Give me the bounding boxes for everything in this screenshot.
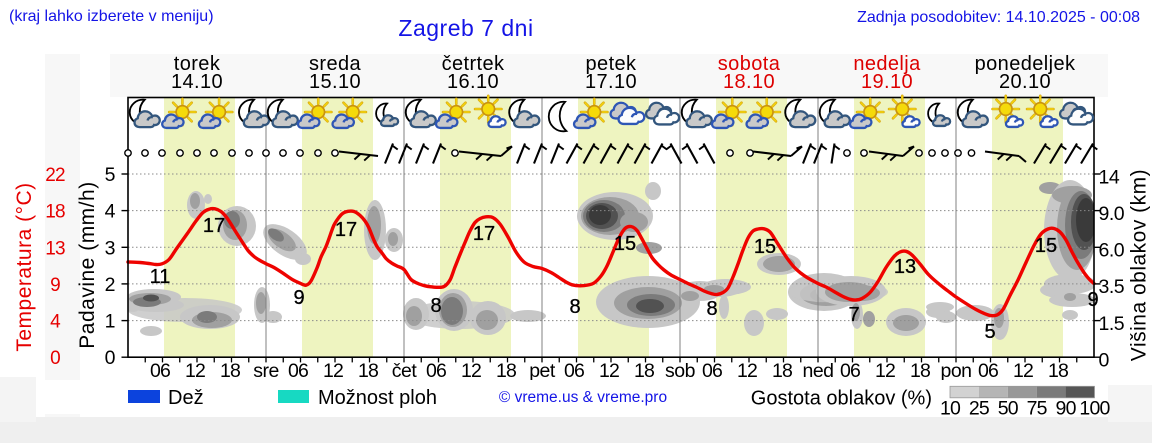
svg-text:sre: sre <box>253 360 279 382</box>
svg-text:11: 11 <box>150 266 171 288</box>
svg-text:12: 12 <box>461 360 481 382</box>
svg-text:12: 12 <box>737 360 757 382</box>
svg-text:3: 3 <box>105 237 116 259</box>
svg-text:16.10: 16.10 <box>447 71 499 93</box>
svg-text:18: 18 <box>358 360 378 382</box>
svg-text:06: 06 <box>840 360 860 382</box>
svg-text:Temperatura (°C): Temperatura (°C) <box>13 182 36 351</box>
svg-text:18: 18 <box>220 360 240 382</box>
svg-text:5: 5 <box>105 164 116 186</box>
svg-text:12: 12 <box>1013 360 1033 382</box>
svg-text:Zagreb 7 dni: Zagreb 7 dni <box>398 15 533 41</box>
svg-text:06: 06 <box>564 360 584 382</box>
svg-text:9.0: 9.0 <box>1099 203 1125 225</box>
svg-text:1.5: 1.5 <box>1099 313 1125 335</box>
svg-text:5: 5 <box>984 321 995 343</box>
svg-text:17.10: 17.10 <box>585 71 637 93</box>
svg-text:12: 12 <box>185 360 205 382</box>
svg-text:15: 15 <box>754 236 776 258</box>
svg-text:15.10: 15.10 <box>309 71 361 93</box>
svg-text:8: 8 <box>569 296 580 318</box>
svg-text:12: 12 <box>875 360 895 382</box>
svg-text:19.10: 19.10 <box>861 71 913 93</box>
svg-text:4: 4 <box>50 312 61 333</box>
svg-text:14: 14 <box>1099 166 1120 188</box>
svg-text:1: 1 <box>105 311 116 333</box>
svg-text:18: 18 <box>772 360 792 382</box>
svg-text:0: 0 <box>105 347 116 369</box>
svg-text:100: 100 <box>1079 398 1110 420</box>
svg-text:2: 2 <box>105 274 116 296</box>
svg-text:Dež: Dež <box>168 387 204 409</box>
svg-text:ned: ned <box>802 360 833 382</box>
svg-text:75: 75 <box>1027 398 1048 420</box>
svg-text:10: 10 <box>940 398 961 420</box>
svg-text:13: 13 <box>45 238 65 259</box>
svg-text:18: 18 <box>634 360 654 382</box>
svg-text:06: 06 <box>150 360 170 382</box>
svg-text:18: 18 <box>1048 360 1068 382</box>
svg-text:22: 22 <box>45 165 65 186</box>
svg-text:13: 13 <box>894 256 916 278</box>
svg-text:18.10: 18.10 <box>723 71 775 93</box>
svg-text:Višina oblakov (km): Višina oblakov (km) <box>1128 169 1151 361</box>
svg-text:18: 18 <box>45 202 65 223</box>
svg-text:9: 9 <box>1087 289 1098 311</box>
svg-text:06: 06 <box>978 360 998 382</box>
svg-text:sobota: sobota <box>718 53 781 75</box>
svg-text:18: 18 <box>496 360 516 382</box>
svg-text:petek: petek <box>586 53 638 75</box>
svg-text:3.5: 3.5 <box>1099 276 1125 298</box>
svg-text:6.0: 6.0 <box>1099 240 1125 262</box>
svg-text:9: 9 <box>50 275 60 296</box>
svg-text:06: 06 <box>702 360 722 382</box>
svg-text:© vreme.us & vreme.pro: © vreme.us & vreme.pro <box>499 389 667 406</box>
svg-text:9: 9 <box>293 287 304 309</box>
svg-text:Možnost ploh: Možnost ploh <box>318 387 437 409</box>
svg-text:20.10: 20.10 <box>999 71 1051 93</box>
svg-text:sob: sob <box>665 360 696 382</box>
svg-text:(kraj lahko izberete v meniju): (kraj lahko izberete v meniju) <box>9 8 214 25</box>
svg-text:torek: torek <box>174 53 221 75</box>
svg-text:15: 15 <box>1035 235 1057 257</box>
svg-text:90: 90 <box>1056 398 1077 420</box>
svg-text:25: 25 <box>969 398 990 420</box>
svg-text:17: 17 <box>473 223 495 245</box>
svg-text:12: 12 <box>599 360 619 382</box>
svg-text:Padavine (mm/h): Padavine (mm/h) <box>76 181 99 348</box>
svg-text:7: 7 <box>848 304 859 326</box>
svg-text:14.10: 14.10 <box>171 71 223 93</box>
svg-text:17: 17 <box>335 219 357 241</box>
svg-text:ponedeljek: ponedeljek <box>975 53 1076 75</box>
svg-text:sreda: sreda <box>309 53 362 75</box>
svg-text:pet: pet <box>529 360 556 382</box>
svg-text:50: 50 <box>998 398 1019 420</box>
svg-text:0: 0 <box>50 348 60 369</box>
svg-text:pon: pon <box>940 360 971 382</box>
svg-text:12: 12 <box>323 360 343 382</box>
svg-text:06: 06 <box>288 360 308 382</box>
svg-text:četrtek: četrtek <box>442 53 505 75</box>
svg-text:17: 17 <box>203 215 225 237</box>
svg-text:0: 0 <box>1099 350 1110 372</box>
svg-text:8: 8 <box>706 298 717 320</box>
svg-text:nedelja: nedelja <box>853 53 921 75</box>
svg-text:8: 8 <box>430 295 441 317</box>
svg-text:Gostota oblakov (%): Gostota oblakov (%) <box>751 388 932 410</box>
svg-text:4: 4 <box>105 201 116 223</box>
svg-text:15: 15 <box>614 233 636 255</box>
svg-text:18: 18 <box>910 360 930 382</box>
svg-text:Zadnja posodobitev: 14.10.2025: Zadnja posodobitev: 14.10.2025 - 00:08 <box>857 9 1140 26</box>
svg-text:čet: čet <box>392 360 418 382</box>
svg-text:06: 06 <box>426 360 446 382</box>
